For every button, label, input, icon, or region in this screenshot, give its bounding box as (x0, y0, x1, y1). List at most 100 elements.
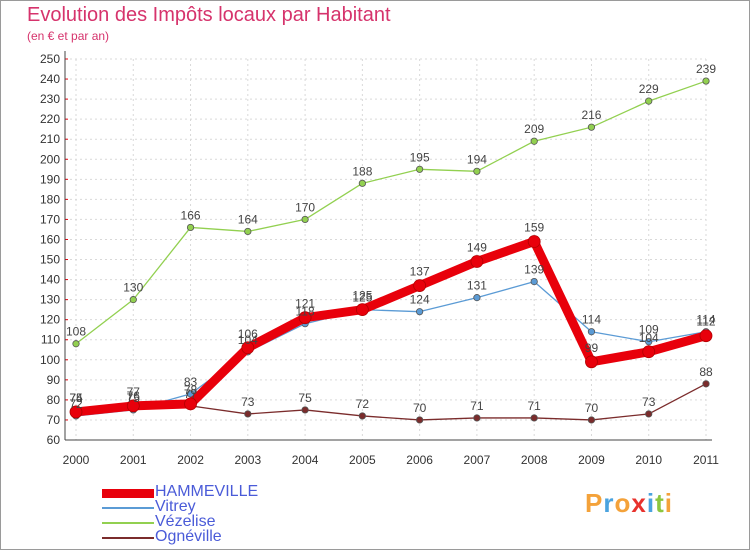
x-tick-label: 2000 (63, 453, 90, 467)
legend-swatch-ogneville (102, 537, 154, 539)
data-label: 149 (467, 241, 487, 255)
data-point (473, 167, 481, 175)
logo-letter: o (614, 488, 632, 518)
x-tick-label: 2009 (578, 453, 605, 467)
data-label: 99 (585, 341, 599, 355)
data-point (473, 294, 481, 302)
legend-label-ogneville: Ognéville (155, 528, 222, 545)
data-label: 170 (295, 200, 315, 214)
x-tick-label: 2003 (234, 453, 261, 467)
data-label: 159 (524, 220, 544, 234)
data-label: 125 (352, 291, 372, 305)
data-label: 164 (238, 212, 258, 226)
y-tick-label: 110 (41, 333, 60, 347)
series-line-vézelise (75, 80, 707, 345)
x-tick-label: 2001 (120, 453, 147, 467)
logo-letter: i (664, 488, 673, 518)
data-label: 121 (295, 297, 315, 311)
data-label: 112 (696, 315, 715, 329)
data-label: 125 (352, 289, 372, 303)
data-label: 229 (639, 82, 659, 96)
y-tick-label: 190 (40, 172, 60, 186)
data-label: 77 (127, 385, 141, 399)
data-point (301, 215, 309, 224)
data-point (355, 303, 369, 317)
data-point (702, 380, 710, 388)
data-point (645, 410, 653, 418)
data-point (129, 296, 137, 304)
data-point (358, 412, 366, 420)
data-label: 71 (528, 399, 542, 413)
y-tick-label: 80 (47, 393, 61, 407)
data-label: 75 (127, 391, 141, 405)
logo-letter: t (655, 488, 665, 518)
data-point (298, 311, 312, 325)
data-point (186, 223, 195, 232)
x-tick-label: 2010 (635, 453, 662, 467)
y-tick-label: 150 (40, 253, 60, 267)
data-label: 195 (410, 150, 430, 164)
data-point (585, 355, 598, 369)
x-tick-label: 2005 (349, 453, 376, 467)
data-label: 72 (356, 397, 370, 411)
data-label: 114 (696, 313, 715, 327)
data-label: 131 (467, 279, 487, 293)
data-label: 137 (410, 265, 430, 279)
data-point (530, 137, 538, 145)
data-point (530, 414, 538, 422)
data-label: 139 (524, 263, 544, 277)
chart-title: Evolution des Impôts locaux par Habitant (27, 4, 391, 26)
legend-swatch-vitrey (102, 507, 154, 509)
x-tick-label: 2008 (521, 453, 548, 467)
data-point (642, 345, 656, 359)
y-tick-label: 90 (47, 373, 61, 387)
series-line-vitrey (75, 280, 707, 417)
data-point (301, 406, 309, 414)
data-label: 108 (66, 325, 86, 339)
x-tick-label: 2006 (406, 453, 433, 467)
data-label: 71 (470, 399, 484, 413)
data-label: 77 (184, 387, 198, 401)
data-point (413, 279, 427, 292)
data-label: 209 (524, 122, 544, 136)
data-point (69, 405, 83, 419)
data-point (587, 416, 596, 424)
data-point (530, 277, 538, 286)
data-point (244, 227, 252, 236)
series-line-hammeville (71, 236, 711, 417)
y-tick-label: 160 (40, 232, 60, 246)
data-point (416, 165, 424, 173)
data-label: 109 (639, 323, 659, 337)
data-label: 124 (410, 293, 430, 307)
logo-letter: x (631, 488, 647, 518)
x-tick-label: 2007 (464, 453, 491, 467)
y-tick-label: 120 (40, 313, 60, 327)
data-label: 75 (69, 391, 83, 405)
y-tick-label: 220 (40, 112, 60, 126)
data-label: 216 (581, 108, 601, 122)
y-tick-label: 230 (40, 92, 60, 106)
data-point (416, 308, 424, 316)
data-label: 72 (69, 397, 83, 411)
logo-letter: r (603, 488, 615, 518)
data-point (473, 414, 481, 422)
legend-label-vitrey: Vitrey (155, 498, 196, 515)
data-label: 104 (238, 333, 258, 347)
data-label: 70 (413, 401, 427, 415)
data-point (72, 340, 80, 348)
data-label: 114 (582, 313, 601, 327)
logo-letter: i (646, 488, 656, 518)
x-tick-label: 2004 (292, 453, 319, 467)
y-tick-label: 210 (40, 132, 60, 146)
data-label: 239 (696, 62, 716, 76)
y-tick-label: 130 (40, 293, 60, 307)
data-label: 76 (127, 389, 141, 403)
data-label: 104 (639, 331, 659, 345)
data-label: 130 (123, 281, 143, 295)
y-tick-label: 100 (40, 353, 60, 367)
data-point (184, 397, 197, 411)
data-label: 83 (184, 375, 198, 389)
data-point (126, 399, 140, 413)
